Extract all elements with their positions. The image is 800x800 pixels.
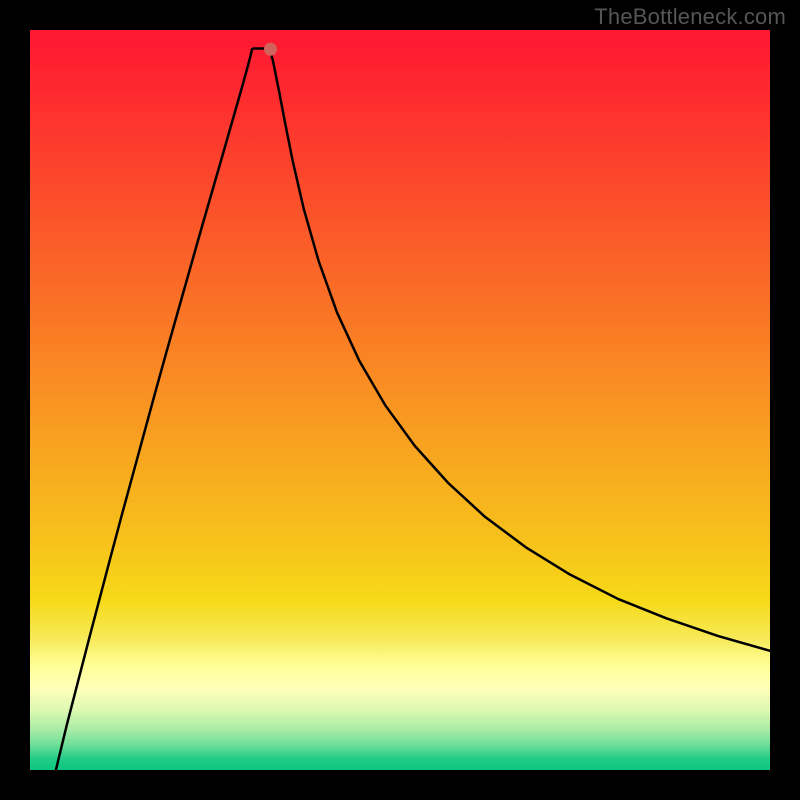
plot-svg xyxy=(30,30,770,770)
watermark-text: TheBottleneck.com xyxy=(594,4,786,30)
gradient-background xyxy=(30,30,770,770)
plot-area xyxy=(30,30,770,770)
chart-container: TheBottleneck.com xyxy=(0,0,800,800)
minimum-marker-icon xyxy=(264,43,277,56)
